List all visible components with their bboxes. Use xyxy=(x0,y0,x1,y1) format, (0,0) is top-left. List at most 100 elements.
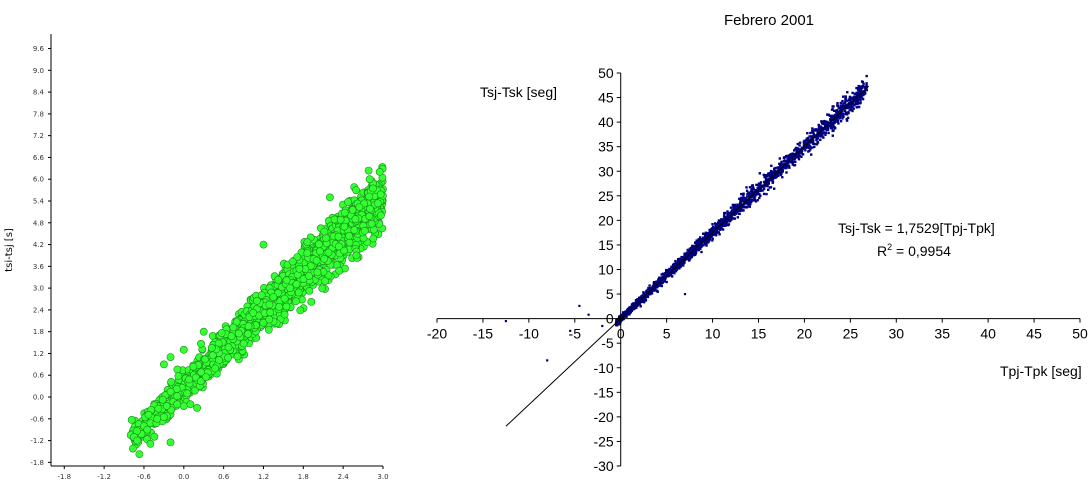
right-data-point xyxy=(679,265,682,268)
left-data-point xyxy=(199,327,208,336)
right-data-point xyxy=(642,298,645,302)
right-data-point xyxy=(765,192,768,196)
left-data-point xyxy=(274,275,283,284)
left-data-point xyxy=(295,264,304,273)
left-x-tick-label: -1.2 xyxy=(97,473,111,481)
right-data-point xyxy=(810,153,813,156)
left-data-point xyxy=(365,175,374,184)
r-squared-prefix: R xyxy=(877,243,887,259)
left-x-tick-label: 0.0 xyxy=(178,473,189,481)
right-data-point xyxy=(721,228,725,231)
left-data-point xyxy=(166,353,175,361)
right-data-point xyxy=(846,99,849,102)
right-data-point xyxy=(750,187,753,190)
right-data-point xyxy=(745,206,748,209)
right-x-tick-label: 40 xyxy=(980,326,996,342)
right-data-point xyxy=(769,186,773,189)
right-x-tick-label: -15 xyxy=(473,326,493,342)
right-data-point xyxy=(830,108,834,111)
right-data-point xyxy=(740,208,743,211)
right-data-point xyxy=(804,141,807,144)
right-data-point xyxy=(587,313,590,316)
left-data-point xyxy=(167,377,176,386)
left-data-point xyxy=(265,300,274,309)
left-data-point xyxy=(207,343,216,352)
left-data-point xyxy=(280,310,289,319)
right-data-point xyxy=(729,216,733,219)
left-data-point xyxy=(211,364,220,373)
right-data-point xyxy=(813,145,816,149)
left-y-tick-label: -0.6 xyxy=(30,415,44,423)
left-data-point xyxy=(312,256,321,265)
right-data-point xyxy=(759,181,763,184)
left-x-tick-label: 1.8 xyxy=(298,473,309,481)
left-data-point xyxy=(340,208,349,217)
left-data-point xyxy=(244,322,253,331)
left-data-point xyxy=(153,414,162,423)
right-x-tick-label: -20 xyxy=(427,326,447,342)
right-data-point xyxy=(785,166,788,170)
right-y-tick-label: 45 xyxy=(598,90,614,106)
right-data-point xyxy=(811,129,814,133)
right-data-point xyxy=(504,320,507,323)
right-data-point xyxy=(838,116,841,120)
left-data-point xyxy=(173,365,182,374)
right-data-point xyxy=(819,133,822,136)
left-data-point xyxy=(269,293,278,301)
right-x-axis-label: Tpj-Tpk [seg] xyxy=(1000,363,1082,379)
left-data-point xyxy=(280,294,289,303)
left-data-point xyxy=(265,315,274,324)
right-data-point xyxy=(660,284,663,288)
left-data-point xyxy=(352,186,360,195)
right-data-point xyxy=(855,106,858,109)
right-data-point xyxy=(601,324,604,328)
right-data-point xyxy=(798,141,802,144)
right-data-point xyxy=(652,289,655,292)
right-data-point xyxy=(762,192,766,196)
left-data-point xyxy=(174,372,183,380)
right-data-point xyxy=(822,136,825,139)
right-data-point xyxy=(638,297,641,300)
left-data-point xyxy=(133,436,142,445)
right-data-point xyxy=(827,113,830,116)
right-data-point xyxy=(742,206,745,209)
right-data-point xyxy=(806,144,810,147)
left-data-point xyxy=(366,204,374,213)
right-data-point xyxy=(755,193,759,196)
right-y-tick-label: -5 xyxy=(601,335,614,351)
right-data-point xyxy=(817,126,821,129)
left-data-point xyxy=(345,238,354,247)
right-data-point xyxy=(742,194,745,197)
left-data-point xyxy=(282,276,291,285)
right-y-axis-label: Tsj-Tsk [seg] xyxy=(480,84,557,100)
right-data-point xyxy=(665,280,668,284)
left-point-cloud xyxy=(126,163,387,458)
left-data-point xyxy=(282,302,291,311)
left-data-point xyxy=(286,284,294,292)
right-data-point xyxy=(857,91,861,94)
right-data-point xyxy=(859,101,862,104)
right-data-point xyxy=(843,102,846,105)
left-data-point xyxy=(249,308,258,317)
right-data-point xyxy=(678,260,681,263)
right-data-point xyxy=(711,223,714,226)
right-data-point xyxy=(720,218,723,221)
right-data-point xyxy=(791,163,794,166)
regression-equation: Tsj-Tsk = 1,7529[Tpj-Tpk] xyxy=(838,220,995,236)
right-data-point xyxy=(758,196,761,200)
right-data-point xyxy=(831,127,834,130)
left-data-point xyxy=(253,296,261,305)
right-data-point xyxy=(801,153,805,156)
right-data-point xyxy=(788,154,792,157)
right-data-point xyxy=(843,109,847,113)
right-data-point xyxy=(726,213,729,216)
right-data-point xyxy=(745,186,748,189)
right-data-point xyxy=(753,198,757,201)
left-y-tick-label: 3.0 xyxy=(33,285,44,293)
right-data-point xyxy=(642,293,645,296)
right-data-point xyxy=(749,199,752,202)
left-data-point xyxy=(296,306,305,315)
right-x-tick-label: 15 xyxy=(751,326,767,342)
right-data-point xyxy=(713,222,717,225)
left-x-tick-label: 1.2 xyxy=(258,473,269,481)
